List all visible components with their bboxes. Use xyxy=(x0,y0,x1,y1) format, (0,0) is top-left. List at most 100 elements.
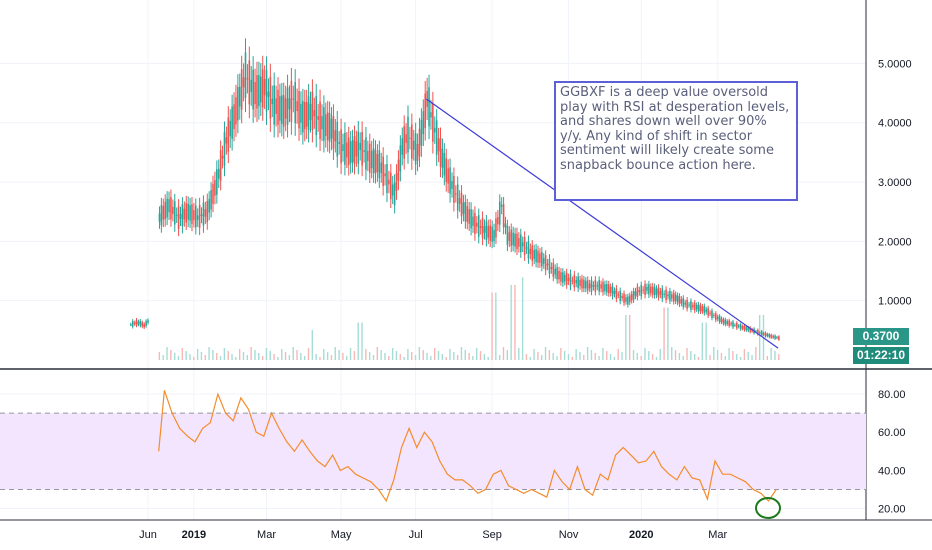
candle-body xyxy=(713,315,715,317)
volume-bar xyxy=(472,356,474,360)
candle-body xyxy=(420,119,423,146)
volume-bar xyxy=(690,351,692,360)
candle-body xyxy=(326,112,329,141)
candle-body xyxy=(200,214,203,217)
candle-body xyxy=(303,102,306,130)
rsi-path xyxy=(158,390,777,503)
volume-bar xyxy=(212,350,214,360)
volume-bar xyxy=(380,350,382,360)
candle-body xyxy=(374,150,377,174)
candle-body xyxy=(217,168,220,179)
candle-body xyxy=(697,304,700,312)
volume-bar xyxy=(250,347,252,360)
volume-bar xyxy=(655,357,658,360)
candle-body xyxy=(627,296,629,305)
volume-bar xyxy=(563,351,566,360)
candle-body xyxy=(665,289,667,300)
candle-body xyxy=(512,232,514,246)
candle-body xyxy=(625,297,627,302)
volume-bar xyxy=(395,351,398,360)
candle-body xyxy=(659,291,662,295)
candle-body xyxy=(321,116,323,130)
candle-body xyxy=(770,334,773,338)
volume-bar xyxy=(644,348,646,360)
candle-body xyxy=(648,284,650,295)
candle-body xyxy=(600,284,602,289)
volume-bar xyxy=(648,351,650,360)
volume-bar xyxy=(300,353,302,360)
candle-body xyxy=(749,327,752,332)
volume-bar xyxy=(460,347,463,360)
candle-body xyxy=(187,203,189,220)
candle-body xyxy=(481,218,484,239)
time-tick-label: Mar xyxy=(257,529,276,541)
candle-body xyxy=(678,296,681,304)
candle-body xyxy=(449,167,451,194)
candle-body xyxy=(219,150,222,181)
candle-body xyxy=(764,332,767,337)
volume-bar xyxy=(388,356,390,360)
candle-body xyxy=(730,323,732,325)
candle-body xyxy=(145,321,147,327)
volume-bar xyxy=(751,355,753,360)
volume-bar xyxy=(193,357,195,360)
candle-body xyxy=(541,252,543,267)
trendline xyxy=(425,98,779,349)
candle-body xyxy=(523,237,526,256)
volume-bar xyxy=(372,355,375,360)
candle-body xyxy=(384,173,386,177)
candle-body xyxy=(724,319,727,325)
volume-bar xyxy=(544,347,547,360)
volume-bar xyxy=(586,347,589,360)
volume-bar xyxy=(246,355,249,360)
volume-bar xyxy=(162,355,164,360)
volume-bar xyxy=(617,349,619,360)
candle-body xyxy=(684,302,687,305)
candle-body xyxy=(298,91,300,129)
price-series xyxy=(130,38,780,341)
rsi-band xyxy=(0,412,866,490)
candle-body xyxy=(669,291,671,301)
candle-body xyxy=(736,322,738,329)
candle-body xyxy=(621,296,623,299)
candle-body xyxy=(334,130,337,142)
candle-body xyxy=(539,253,541,263)
candle-body xyxy=(586,280,589,291)
volume-bar xyxy=(441,354,444,360)
candle-body xyxy=(688,304,690,306)
candle-body xyxy=(516,233,518,250)
volume-bar xyxy=(170,350,172,360)
rsi-line xyxy=(158,390,777,503)
candle-body xyxy=(562,272,564,283)
volume-bar xyxy=(349,348,352,360)
candle-body xyxy=(223,131,226,166)
candle-body xyxy=(430,112,432,118)
volume-bar xyxy=(361,322,363,360)
candle-body xyxy=(265,69,268,112)
volume-bar xyxy=(468,353,470,360)
volume-bar xyxy=(181,348,184,360)
volume-bar xyxy=(254,350,256,360)
volume-bar xyxy=(196,349,199,360)
candle-body xyxy=(179,213,182,219)
candle-body xyxy=(650,286,652,294)
candle-body xyxy=(401,138,404,155)
candle-body xyxy=(466,206,469,223)
volume-bar xyxy=(552,353,554,360)
candle-body xyxy=(405,134,407,143)
volume-bar xyxy=(533,349,535,360)
candle-body xyxy=(294,82,297,124)
volume-bar xyxy=(384,353,386,360)
candle-body xyxy=(290,80,293,122)
candle-body xyxy=(502,204,505,228)
volume-bar xyxy=(483,354,486,360)
candle-body xyxy=(173,201,176,225)
candle-body xyxy=(370,150,373,169)
candle-body xyxy=(642,289,644,291)
candle-body xyxy=(755,331,757,333)
volume-bar xyxy=(353,351,356,360)
volume-bar xyxy=(743,349,746,360)
candle-body xyxy=(292,98,295,100)
candle-body xyxy=(592,284,595,287)
volume-bar xyxy=(238,349,241,360)
